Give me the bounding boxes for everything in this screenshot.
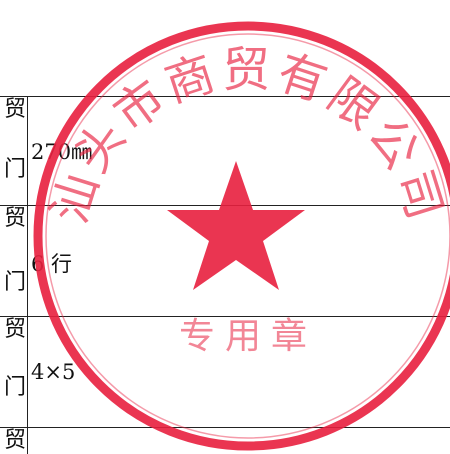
row-label: 贸 门: [0, 205, 27, 316]
table-row: 贸 门 4×5: [0, 316, 450, 427]
row-label: 贸: [0, 427, 27, 454]
row-label-top: 贸: [3, 206, 26, 231]
row-label-top: 贸: [3, 317, 26, 342]
row-value: 6 行: [31, 252, 73, 276]
row-label-bottom: 门: [3, 270, 26, 295]
row-label-bottom: 门: [3, 157, 26, 182]
row-label: 贸 门: [0, 96, 27, 205]
table-row: 贸 门 6 行: [0, 205, 450, 316]
row-label-top: 贸: [3, 97, 26, 122]
table-column-divider: [27, 96, 28, 454]
row-value: 4×5: [31, 360, 76, 384]
row-label: 贸 门: [0, 316, 27, 427]
table-row: 贸: [0, 427, 450, 454]
row-value: 270㎜: [31, 140, 93, 164]
row-label-top: 贸: [3, 428, 26, 453]
table-row: 贸 门 270㎜: [0, 96, 450, 205]
row-label-bottom: 门: [3, 375, 26, 400]
